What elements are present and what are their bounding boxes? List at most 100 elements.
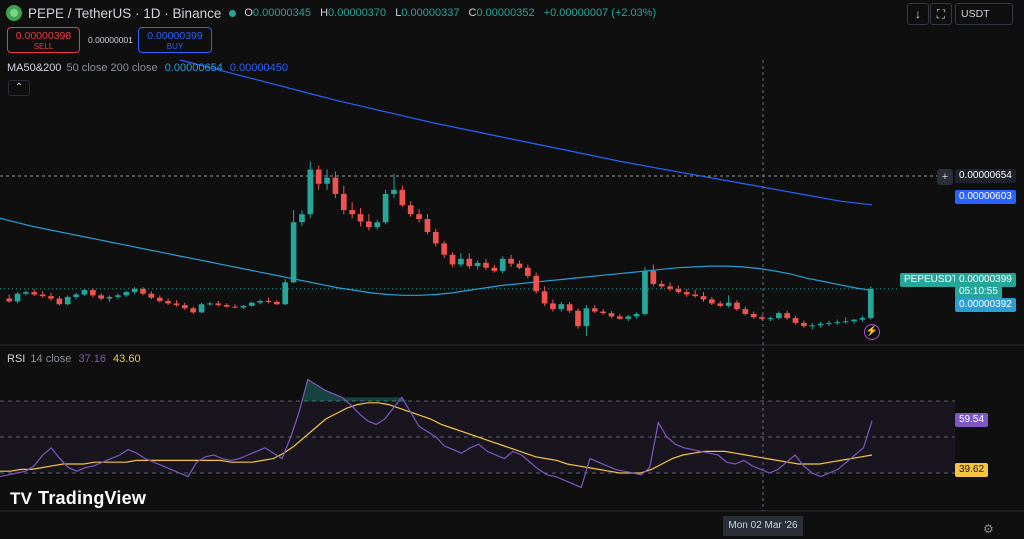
candle-body <box>524 267 531 276</box>
low-value: 0.00000337 <box>401 7 460 19</box>
symbol-header: PEPE / TetherUS · 1D · Binance O0.000003… <box>6 4 656 22</box>
candle-body <box>700 296 707 300</box>
candle-body <box>324 177 330 184</box>
candle-body <box>182 305 188 309</box>
candle-body <box>566 304 573 311</box>
candle-body <box>299 214 305 223</box>
candle-body <box>14 293 21 302</box>
candle-body <box>223 305 230 307</box>
candle-body <box>792 318 799 323</box>
sell-button[interactable]: 0.00000398 SELL <box>7 27 80 53</box>
chevron-up-icon: ⌃ <box>14 82 24 93</box>
candle-body <box>591 308 598 312</box>
candle-body <box>374 222 381 228</box>
candle-body <box>173 303 180 306</box>
candle-body <box>282 282 289 305</box>
candle-body <box>115 295 121 297</box>
rsi-ma-value: 43.60 <box>113 353 141 365</box>
change-value: +0.00000007 (+2.03%) <box>543 7 657 19</box>
rsi-label: RSI <box>7 353 26 365</box>
candle-body <box>215 303 222 306</box>
lightning-icon[interactable]: ⚡ <box>864 324 880 340</box>
candle-body <box>366 221 372 228</box>
download-button[interactable]: ↓ <box>907 3 929 25</box>
spread-value: 0.00000001 <box>88 35 133 45</box>
candle-body <box>859 318 866 320</box>
candle-body <box>650 270 657 284</box>
candle-body <box>474 262 481 267</box>
candle-body <box>541 291 548 304</box>
candle-body <box>64 296 71 305</box>
candle-body <box>784 313 791 319</box>
candle-body <box>692 294 698 297</box>
buy-price: 0.00000399 <box>147 30 203 42</box>
candle-body <box>734 302 740 310</box>
open-key: O <box>244 7 253 19</box>
candle-body <box>667 286 673 289</box>
candle-body <box>416 214 422 220</box>
rsi-overbought-fill <box>302 379 407 401</box>
candle-body <box>633 313 640 317</box>
candle-body <box>232 306 238 308</box>
candle-body <box>550 303 556 310</box>
candle-body <box>382 193 389 223</box>
ohlc-values: O0.00000345 H0.00000370 L0.00000337 C0.0… <box>244 7 656 19</box>
candle-body <box>809 325 816 327</box>
candle-body <box>165 300 171 304</box>
watermark-text: TradingView <box>38 488 147 508</box>
candle-body <box>123 292 130 296</box>
high-value: 0.00000370 <box>328 7 387 19</box>
candle-body <box>817 323 824 326</box>
candle-body <box>48 296 54 299</box>
high-key: H <box>320 7 329 19</box>
candle-body <box>424 219 431 233</box>
close-value: 0.00000352 <box>476 7 535 19</box>
candle-body <box>198 304 205 313</box>
candle-body <box>39 294 46 297</box>
countdown-tag: 05:10:55 <box>955 285 1002 299</box>
candle-body <box>407 205 414 215</box>
open-value: 0.00000345 <box>252 7 312 19</box>
candle-body <box>483 262 489 268</box>
candle-body <box>190 308 197 313</box>
candle-body <box>717 303 724 306</box>
candle-body <box>558 304 565 310</box>
candle-body <box>23 292 29 294</box>
rsi-pane <box>0 378 955 489</box>
buy-button[interactable]: 0.00000399 BUY <box>138 27 212 53</box>
collapse-legend-button[interactable]: ⌃ <box>8 80 30 96</box>
candle-body <box>675 288 682 293</box>
rsi-legend[interactable]: RSI 14 close 37.16 43.60 <box>7 353 141 365</box>
crosshair-date-label: Mon 02 Mar '26 <box>723 516 803 536</box>
currency-select[interactable]: USDT <box>955 3 1013 25</box>
candle-body <box>307 169 314 215</box>
candle-body <box>725 302 732 306</box>
candle-body <box>642 270 648 314</box>
candle-body <box>131 288 138 293</box>
candle-body <box>583 308 590 327</box>
add-alert-icon[interactable]: + <box>937 169 953 185</box>
candle-body <box>842 321 849 323</box>
candle-body <box>508 258 514 264</box>
candle-body <box>240 305 247 308</box>
candle-body <box>73 294 79 297</box>
fullscreen-button[interactable]: ⛶ <box>930 3 952 25</box>
candle-body <box>608 313 615 317</box>
last-price-tag: 0.00000399 <box>955 273 1016 287</box>
symbol-tag: PEPEUSDT <box>900 273 962 287</box>
candle-body <box>750 313 757 318</box>
gear-icon[interactable]: ⚙ <box>983 522 994 536</box>
ma-legend[interactable]: MA50&200 50 close 200 close 0.00000654 0… <box>7 62 288 74</box>
candle-body <box>432 232 439 244</box>
candle-body <box>156 297 163 301</box>
ma200-value: 0.00000450 <box>229 62 288 74</box>
candle-body <box>867 288 874 319</box>
candle-body <box>801 322 807 327</box>
ma50-line <box>0 217 873 296</box>
candle-body <box>775 313 782 319</box>
ma-params: 50 close 200 close <box>66 62 158 74</box>
symbol-title[interactable]: PEPE / TetherUS · 1D · Binance <box>28 5 222 21</box>
candle-body <box>332 177 339 194</box>
rsi-value: 37.16 <box>78 353 106 365</box>
